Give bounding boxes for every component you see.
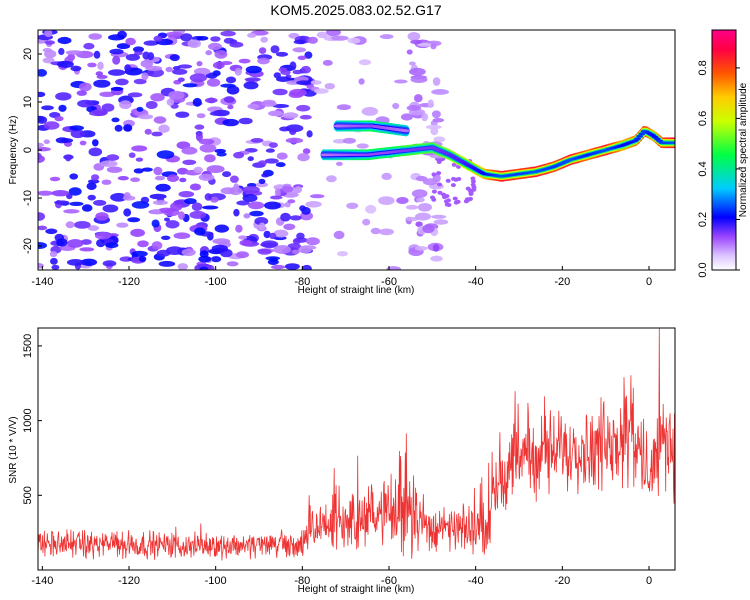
y-tick-label: 1000	[22, 408, 34, 432]
colorbar-gradient	[711, 29, 737, 271]
y-tick-label: 500	[22, 486, 34, 504]
y-tick-label: -20	[22, 238, 34, 254]
x-tick-label: -40	[468, 575, 484, 587]
x-tick-label: -80	[294, 276, 310, 288]
x-tick-label: -20	[554, 575, 570, 587]
x-tick-label: -120	[118, 575, 140, 587]
figure-title: KOM5.2025.083.02.52.G17	[270, 2, 441, 18]
snr-y-label: SNR (10 * V/V)	[8, 416, 19, 483]
y-tick-label: 20	[22, 48, 34, 60]
spectrogram-y-ticks: -20 -10 0 10 20	[22, 48, 42, 254]
y-tick-label: 0	[22, 147, 34, 153]
colorbar-tick-label: 0.4	[697, 161, 709, 176]
x-tick-label: -20	[554, 276, 570, 288]
x-tick-label: -40	[468, 276, 484, 288]
y-tick-label: -10	[22, 190, 34, 206]
snr-frame	[37, 327, 676, 571]
snr-x-label: Height of straight line (km)	[298, 584, 415, 595]
x-tick-label: -140	[31, 575, 53, 587]
x-tick-label: 0	[646, 276, 652, 288]
x-tick-label: -80	[294, 575, 310, 587]
colorbar-tick-label: 0.6	[697, 111, 709, 126]
snr-panel: -140 -120 -100 -80 -60 -40 -20 0 500 1000 1500 He…	[8, 327, 676, 595]
snr-series	[38, 328, 675, 561]
snr-line	[38, 328, 675, 561]
snr-x-ticks: -140 -120 -100 -80 -60 -40 -20 0	[31, 566, 652, 587]
x-tick-label: 0	[646, 575, 652, 587]
spectrogram-signal-trace	[320, 120, 675, 182]
colorbar-label: Normalized spectral amplitude	[738, 82, 749, 217]
spectrogram-noise	[38, 30, 477, 270]
spectrogram-x-ticks: -140 -120 -100 -80 -60 -40 -20 0	[31, 266, 652, 288]
x-tick-label: -60	[381, 276, 397, 288]
x-tick-label: -100	[205, 276, 227, 288]
x-tick-label: -120	[118, 276, 140, 288]
snr-y-ticks: 500 1000 1500	[22, 334, 42, 504]
spectrogram-y-label: Frequency (Hz)	[8, 116, 19, 185]
x-tick-label: -60	[381, 575, 397, 587]
y-tick-label: 1500	[22, 334, 34, 358]
x-tick-label: -100	[205, 575, 227, 587]
colorbar-tick-label: 0.8	[697, 60, 709, 75]
spectrogram-x-label: Height of straight line (km)	[298, 285, 415, 296]
colorbar-tick-label: 0.2	[697, 212, 709, 227]
y-tick-label: 10	[22, 96, 34, 108]
colorbar: 0.0 0.2 0.4 0.6 0.8 Normalized spectral ampl…	[697, 29, 749, 278]
colorbar-ticks: 0.0 0.2 0.4 0.6 0.8	[697, 60, 740, 278]
colorbar-tick-label: 0.0	[697, 262, 709, 277]
x-tick-label: -140	[31, 276, 53, 288]
